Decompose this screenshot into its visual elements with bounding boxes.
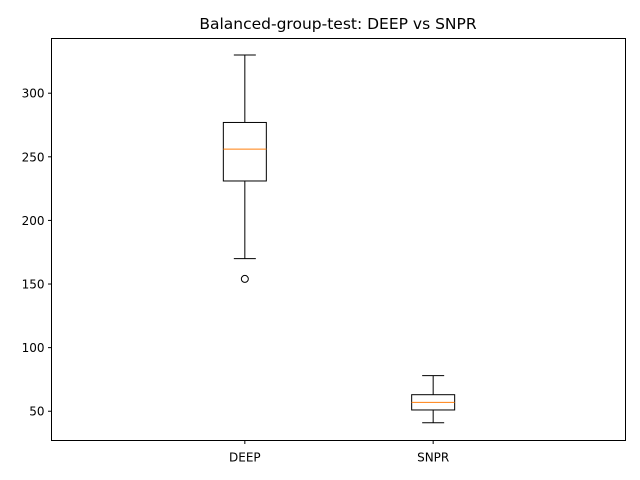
x-tick-label: DEEP <box>229 451 261 465</box>
y-tick-label: 100 <box>22 341 45 355</box>
chart-title: Balanced-group-test: DEEP vs SNPR <box>199 15 477 33</box>
y-tick-label: 300 <box>22 87 45 101</box>
outlier-point <box>240 274 249 283</box>
y-tick-label: 250 <box>22 150 45 164</box>
plot-area: 50 100 150 200 250 300 DEEP SNPR <box>22 54 456 465</box>
y-tick-label: 50 <box>29 405 44 419</box>
x-tick-label: SNPR <box>417 451 449 465</box>
y-tick-label: 200 <box>22 214 45 228</box>
axes-frame <box>51 38 626 441</box>
box-iqr <box>222 121 267 182</box>
y-tick-label: 150 <box>22 278 45 292</box>
